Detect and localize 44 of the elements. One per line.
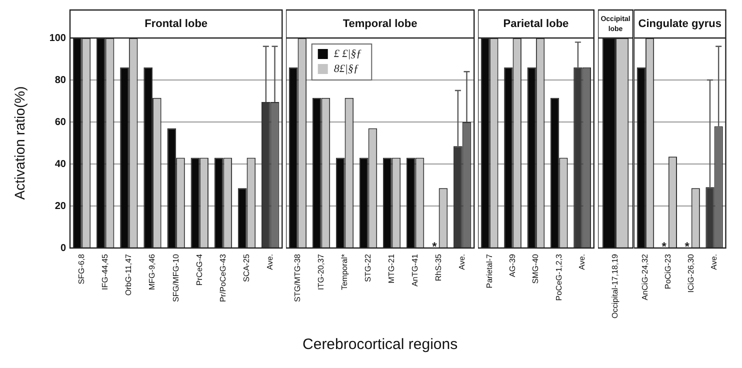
legend-label: £ £|§ƒ xyxy=(334,48,362,60)
x-tick-label: Ave. xyxy=(458,254,467,270)
y-tick-label: 0 xyxy=(60,242,66,254)
chart-title: Parietal lobe xyxy=(503,18,569,30)
x-tick-label: ICiG-26,30 xyxy=(686,253,696,293)
x-tick-label: Pr/PoCeG-43 xyxy=(218,253,228,302)
x-tick-label: Ave. xyxy=(709,254,718,270)
y-tick-label: 40 xyxy=(54,158,66,170)
y-tick-label: 60 xyxy=(54,116,66,128)
x-tick-label: STG/MTG-38 xyxy=(292,253,302,302)
x-tick-label: SFG-6,8 xyxy=(76,253,86,284)
x-tick-label: SFG/MFG-10 xyxy=(171,253,180,302)
x-tick-label: Parietal-7 xyxy=(484,253,494,288)
chart-title: Cingulate gyrus xyxy=(638,18,722,30)
annotation: * xyxy=(432,239,438,254)
y-tick-label: 80 xyxy=(54,74,66,86)
chart-title: Frontal lobe xyxy=(144,18,208,30)
x-tick-label: AnCiG-24,32 xyxy=(640,253,650,300)
y-tick-label: 100 xyxy=(49,32,66,44)
x-tick-label: ITG-20,37 xyxy=(316,253,326,290)
x-tick-label: OrbG-11,47 xyxy=(124,253,134,296)
x-tick-label: IFG-44,45 xyxy=(100,253,110,290)
x-tick-label: AG-39 xyxy=(508,253,517,278)
legend-label: 8£|§ƒ xyxy=(334,62,360,75)
y-tick-label: 20 xyxy=(54,200,66,212)
x-tick-label: STG-22 xyxy=(363,253,372,282)
x-tick-label: RhS-35 xyxy=(434,253,444,282)
x-tick-label: PoCiG-23 xyxy=(664,253,673,290)
x-tick-label: Occipital-17,18,19 xyxy=(610,253,620,318)
y-axis-title: Activation ratio(%) xyxy=(11,86,28,200)
x-tick-label: MFG-9,46 xyxy=(148,253,157,290)
x-tick-label: MTG-21 xyxy=(387,253,396,284)
annotation: * xyxy=(684,239,690,254)
x-tick-label: SCA-25 xyxy=(242,253,251,282)
x-tick-label: Temporal* xyxy=(340,254,349,290)
x-tick-label: Ave. xyxy=(266,254,275,270)
annotation: * xyxy=(662,239,667,254)
x-tick-label: Ave. xyxy=(578,254,587,270)
x-tick-label: SMG-40 xyxy=(531,253,540,284)
x-tick-label: AnTG-41 xyxy=(410,253,420,286)
chart-title: Temporal lobe xyxy=(342,18,418,30)
x-axis-title: Cerebrocortical regions xyxy=(302,336,458,354)
x-tick-label: PrCeG-4 xyxy=(194,253,204,286)
x-tick-label: PoCeG-1,2,3 xyxy=(554,253,564,301)
